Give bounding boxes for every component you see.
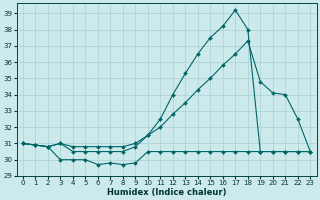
X-axis label: Humidex (Indice chaleur): Humidex (Indice chaleur) bbox=[107, 188, 226, 197]
